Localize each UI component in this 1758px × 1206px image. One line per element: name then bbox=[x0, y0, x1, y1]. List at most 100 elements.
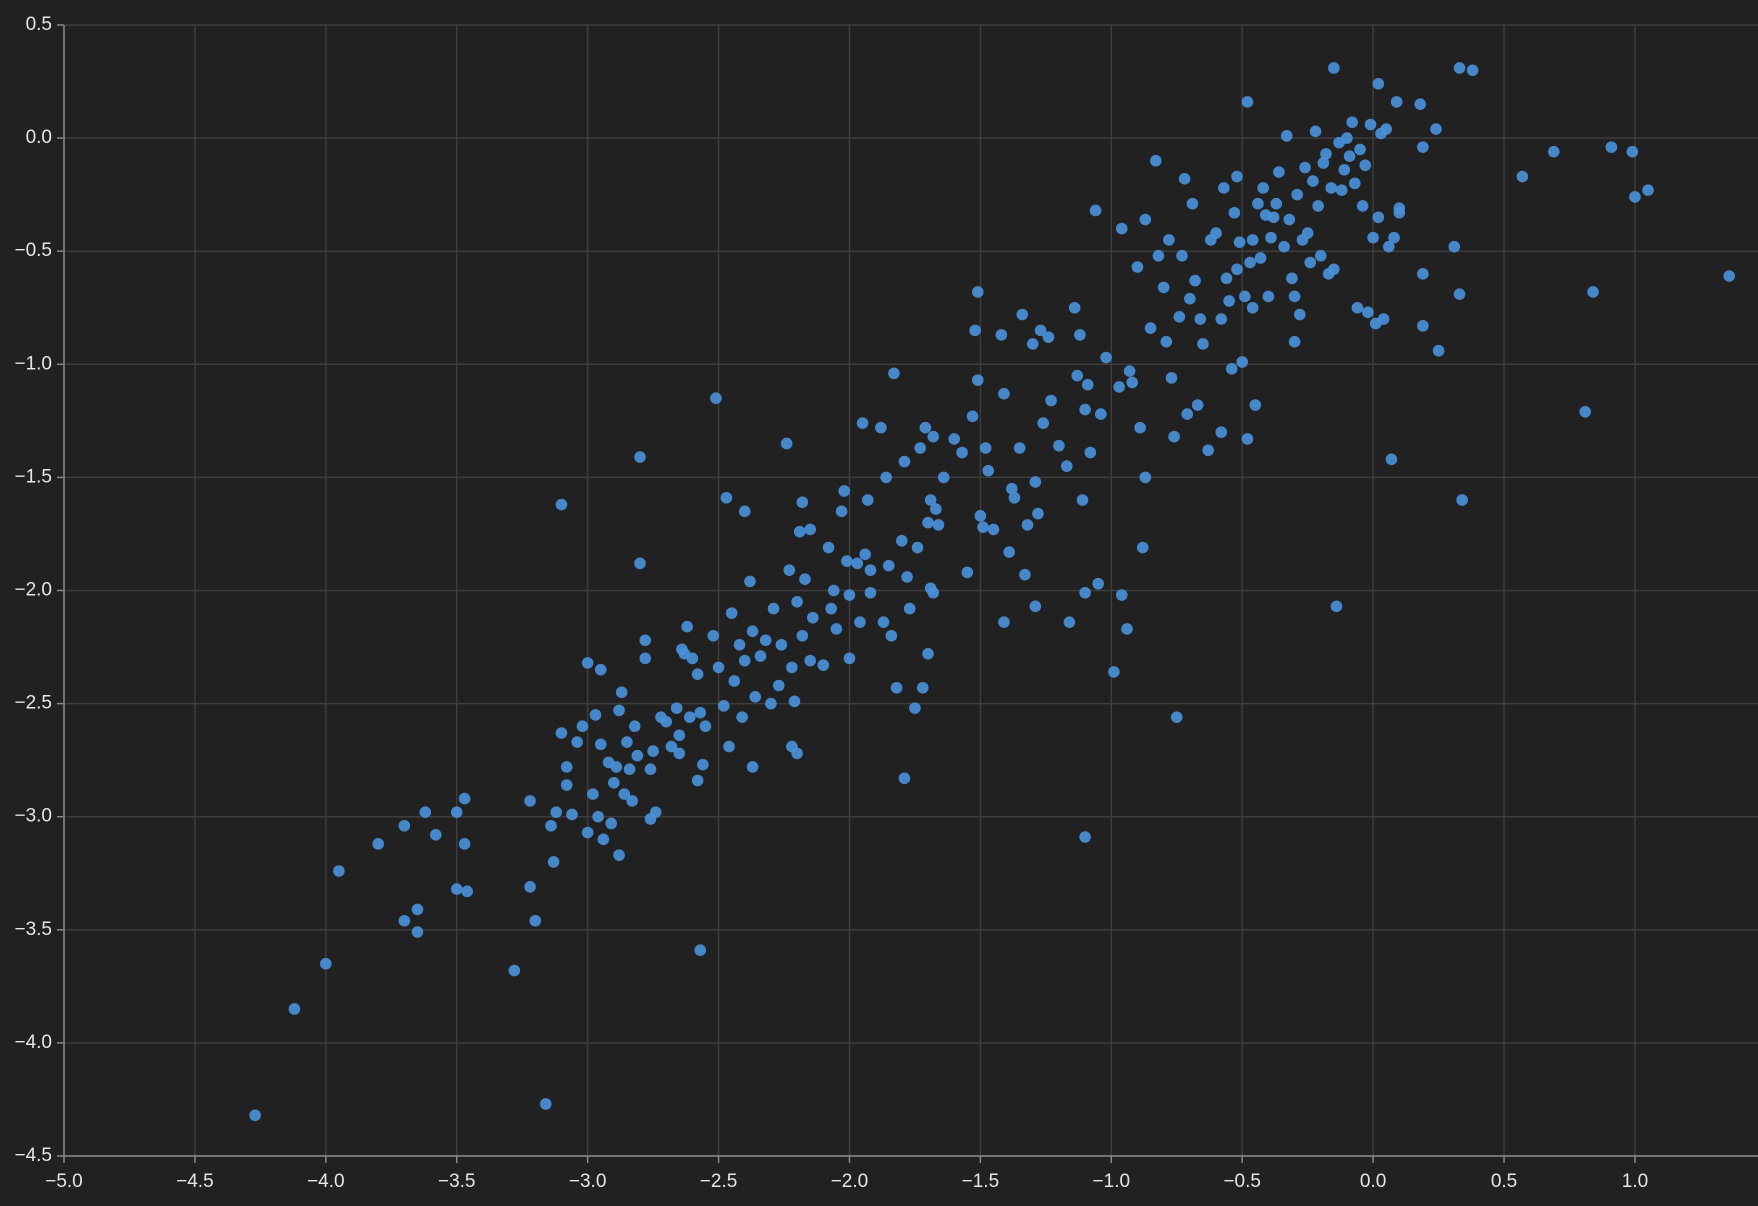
point bbox=[1343, 150, 1356, 162]
point bbox=[1377, 313, 1390, 325]
point bbox=[712, 661, 725, 674]
point bbox=[856, 417, 869, 429]
point bbox=[1351, 301, 1364, 314]
point bbox=[249, 1109, 261, 1122]
point bbox=[793, 525, 806, 538]
point bbox=[1034, 324, 1047, 337]
point bbox=[1003, 546, 1015, 558]
point bbox=[807, 611, 819, 624]
x-tick-label: −3.0 bbox=[569, 1171, 607, 1192]
point bbox=[1320, 148, 1332, 160]
point bbox=[1241, 96, 1254, 108]
point bbox=[875, 421, 887, 434]
point bbox=[749, 691, 762, 703]
point bbox=[1108, 666, 1120, 678]
point bbox=[725, 607, 738, 619]
point bbox=[961, 566, 974, 579]
point bbox=[1225, 363, 1238, 375]
point bbox=[1029, 600, 1042, 613]
point bbox=[817, 659, 830, 671]
point bbox=[634, 557, 646, 570]
point bbox=[1280, 130, 1293, 142]
point bbox=[1307, 175, 1319, 187]
point bbox=[1430, 123, 1442, 135]
point bbox=[610, 761, 623, 773]
point bbox=[969, 324, 981, 337]
point bbox=[1092, 577, 1105, 590]
point bbox=[966, 410, 979, 423]
point bbox=[461, 885, 474, 898]
point bbox=[1309, 125, 1322, 138]
point bbox=[791, 596, 803, 608]
point bbox=[1291, 188, 1303, 201]
point bbox=[1642, 184, 1654, 196]
point bbox=[937, 471, 950, 484]
point bbox=[1019, 568, 1031, 581]
point bbox=[995, 329, 1008, 341]
point bbox=[1388, 231, 1400, 244]
point bbox=[1013, 442, 1026, 454]
y-tick-label: −0.5 bbox=[14, 240, 52, 261]
point bbox=[1367, 231, 1379, 244]
point bbox=[759, 634, 772, 647]
point bbox=[1215, 313, 1228, 325]
point bbox=[922, 648, 934, 660]
point bbox=[1286, 272, 1298, 285]
point bbox=[744, 575, 756, 588]
point bbox=[1084, 446, 1097, 459]
point bbox=[1008, 491, 1021, 504]
point bbox=[1579, 406, 1591, 418]
point bbox=[1304, 256, 1317, 269]
point bbox=[1016, 308, 1029, 321]
point bbox=[1202, 444, 1214, 457]
point bbox=[1359, 159, 1372, 172]
y-tick-label: −2.5 bbox=[14, 693, 52, 714]
point bbox=[1163, 234, 1175, 246]
point bbox=[1139, 213, 1152, 226]
x-tick-label: −0.5 bbox=[1223, 1171, 1261, 1192]
point bbox=[898, 772, 911, 785]
point bbox=[804, 654, 816, 667]
point bbox=[1076, 494, 1089, 506]
point bbox=[1121, 623, 1133, 635]
point bbox=[1294, 308, 1306, 321]
point bbox=[1215, 426, 1228, 438]
point bbox=[1356, 200, 1369, 212]
point bbox=[615, 686, 628, 699]
point bbox=[1079, 586, 1091, 599]
point bbox=[529, 914, 542, 927]
point bbox=[932, 519, 945, 531]
x-tick-label: −2.5 bbox=[700, 1171, 738, 1192]
point bbox=[736, 711, 748, 723]
point bbox=[699, 720, 712, 733]
point bbox=[710, 392, 722, 405]
point bbox=[780, 437, 793, 450]
point bbox=[398, 914, 411, 927]
point bbox=[628, 720, 641, 733]
point bbox=[1100, 351, 1112, 364]
point bbox=[791, 747, 803, 760]
point bbox=[1385, 453, 1398, 466]
point bbox=[508, 964, 521, 977]
point bbox=[660, 715, 672, 728]
point bbox=[1042, 331, 1055, 343]
point bbox=[804, 523, 816, 536]
point bbox=[1254, 252, 1267, 264]
point bbox=[971, 374, 984, 386]
point bbox=[608, 776, 620, 789]
point bbox=[450, 883, 463, 895]
point bbox=[1453, 288, 1466, 300]
point bbox=[796, 629, 809, 642]
point bbox=[576, 720, 589, 733]
point bbox=[1723, 270, 1735, 282]
point bbox=[1273, 166, 1285, 178]
point bbox=[1241, 433, 1254, 445]
point bbox=[746, 625, 759, 638]
point bbox=[524, 881, 536, 893]
point bbox=[372, 838, 384, 850]
point bbox=[566, 808, 578, 821]
point bbox=[1262, 290, 1275, 303]
point bbox=[720, 491, 733, 504]
point bbox=[1157, 281, 1170, 294]
point bbox=[673, 729, 686, 742]
